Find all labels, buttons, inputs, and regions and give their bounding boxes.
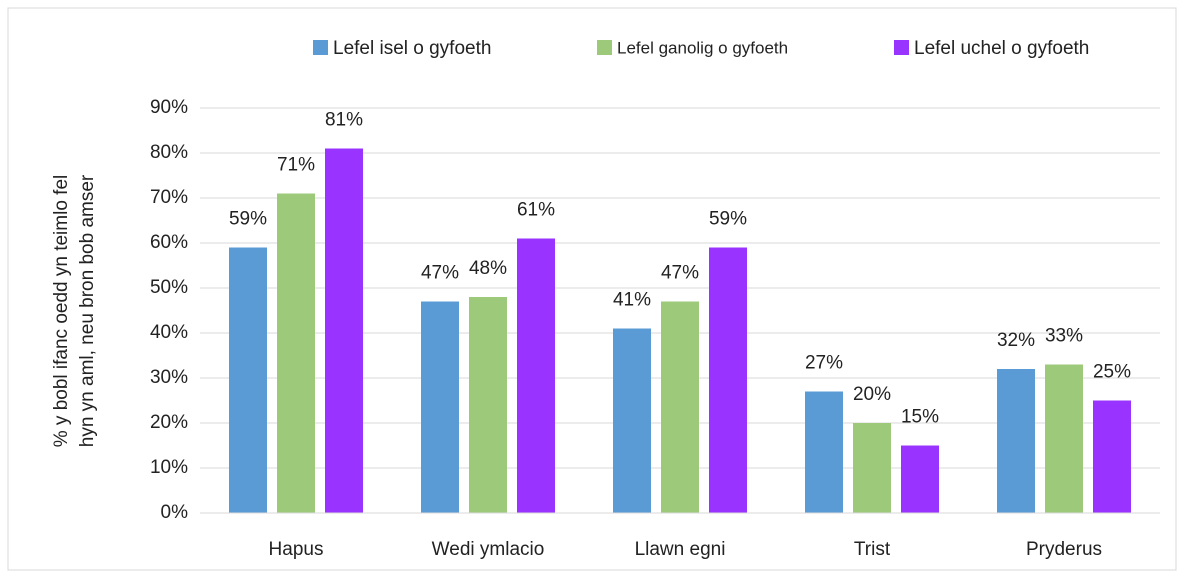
x-tick-label: Trist xyxy=(854,539,891,560)
data-label: 81% xyxy=(325,110,363,131)
x-tick-label: Wedi ymlacio xyxy=(432,539,545,560)
bar xyxy=(901,445,939,513)
data-label: 48% xyxy=(469,258,507,279)
data-label: 20% xyxy=(853,384,891,405)
y-tick-label: 90% xyxy=(150,97,188,118)
y-tick-label: 60% xyxy=(150,232,188,253)
bar xyxy=(1093,400,1131,513)
y-tick-label: 80% xyxy=(150,142,188,163)
legend-label: Lefel ganolig o gyfoeth xyxy=(617,38,788,57)
bar xyxy=(325,148,363,513)
bar xyxy=(613,328,651,513)
data-label: 59% xyxy=(229,209,267,230)
bar xyxy=(805,391,843,513)
data-label: 61% xyxy=(517,200,555,221)
y-tick-label: 40% xyxy=(150,322,188,343)
bar xyxy=(997,369,1035,513)
chart-frame xyxy=(7,7,1177,571)
y-axis-label: % y bobl ifanc oedd yn teimlo fel xyxy=(51,175,72,448)
bar xyxy=(469,297,507,513)
bar xyxy=(517,238,555,513)
bar xyxy=(277,193,315,513)
data-label: 47% xyxy=(661,263,699,284)
legend-label: Lefel uchel o gyfoeth xyxy=(914,38,1089,59)
bar xyxy=(853,423,891,513)
legend-swatch xyxy=(313,40,328,55)
data-label: 47% xyxy=(421,263,459,284)
data-label: 33% xyxy=(1045,326,1083,347)
y-axis-label: hyn yn aml, neu bron bob amser xyxy=(77,174,98,447)
y-tick-label: 0% xyxy=(161,502,189,523)
x-tick-label: Llawn egni xyxy=(635,539,726,560)
x-tick-label: Pryderus xyxy=(1026,539,1102,560)
data-label: 15% xyxy=(901,407,939,428)
y-tick-label: 20% xyxy=(150,412,188,433)
legend-swatch xyxy=(597,40,612,55)
y-tick-label: 30% xyxy=(150,367,188,388)
data-label: 41% xyxy=(613,290,651,311)
data-label: 32% xyxy=(997,330,1035,351)
bar xyxy=(1045,364,1083,513)
bar xyxy=(709,247,747,513)
bar xyxy=(661,301,699,513)
legend-swatch xyxy=(894,40,909,55)
data-label: 25% xyxy=(1093,362,1131,383)
data-label: 27% xyxy=(805,353,843,374)
y-tick-label: 10% xyxy=(150,457,188,478)
bar xyxy=(229,247,267,513)
data-label: 71% xyxy=(277,155,315,176)
bar xyxy=(421,301,459,513)
legend-label: Lefel isel o gyfoeth xyxy=(333,38,491,59)
data-label: 59% xyxy=(709,209,747,230)
y-tick-label: 50% xyxy=(150,277,188,298)
y-tick-label: 70% xyxy=(150,187,188,208)
x-tick-label: Hapus xyxy=(269,539,324,560)
